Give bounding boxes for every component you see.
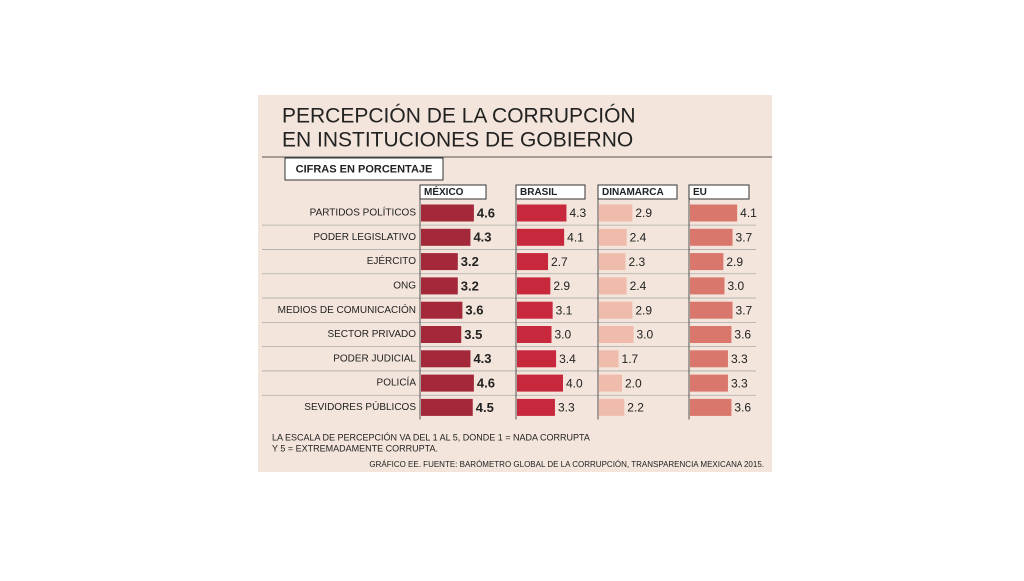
bar [421,350,471,368]
value-label: 2.7 [551,255,568,269]
value-label: 3.7 [736,303,753,317]
bar [690,277,725,295]
bar [517,253,549,271]
category-label: EJÉRCITO [367,254,416,267]
bar [421,374,474,392]
value-label: 2.3 [628,255,645,269]
value-label: 4.3 [473,351,491,366]
value-label: 4.1 [740,206,757,220]
bar [599,374,622,392]
value-label: 4.3 [569,206,586,220]
legend-label: EU [693,187,707,198]
bar [421,228,471,246]
chart-title: EN INSTITUCIONES DE GOBIERNO [282,129,633,152]
note: LA ESCALA DE PERCEPCIÓN VA DEL 1 AL 5, D… [272,432,590,442]
bar [690,398,732,416]
bar [599,301,633,319]
value-label: 3.6 [734,401,751,415]
bar [421,204,474,222]
value-label: 3.2 [461,254,479,269]
value-label: 2.9 [635,303,652,317]
bar [599,253,626,271]
subtitle: CIFRAS EN PORCENTAJE [296,163,433,175]
value-label: 2.2 [627,401,644,415]
value-label: 3.1 [556,303,573,317]
legend-label: DINAMARCA [602,187,664,198]
bar [517,228,565,246]
note: Y 5 = EXTREMADAMENTE CORRUPTA. [272,443,438,453]
bar [517,277,551,295]
bar [690,326,732,343]
bar [690,204,738,222]
value-label: 2.0 [625,376,642,390]
value-label: 2.9 [553,279,570,293]
legend-box [688,184,750,200]
value-label: 3.3 [731,352,748,366]
value-label: 4.3 [473,230,491,245]
value-label: 2.9 [726,255,743,269]
legend-label: MÉXICO [424,185,464,198]
category-label: POLICÍA [377,376,417,389]
value-label: 4.0 [566,376,583,390]
bar [517,350,557,368]
subtitle-box [284,157,444,181]
bar [599,398,625,416]
bar [517,204,567,222]
value-label: 3.0 [555,328,572,342]
bar [690,228,733,246]
bar [599,204,633,222]
bar [421,326,462,343]
value-label: 3.0 [637,328,654,342]
bar [517,326,552,343]
bar [517,398,555,416]
bar [421,253,458,271]
value-label: 4.6 [477,376,495,391]
bar [599,228,627,246]
value-label: 3.2 [461,278,479,293]
bar [421,301,463,319]
value-label: 3.4 [559,352,576,366]
value-label: 1.7 [622,352,639,366]
legend-box [515,184,586,200]
bar [517,374,563,392]
legend-label: BRASIL [520,187,557,198]
value-label: 4.6 [477,205,495,220]
bar [690,350,728,368]
value-label: 3.6 [734,328,751,342]
value-label: 3.7 [736,230,753,244]
legend-box [597,184,678,200]
value-label: 3.5 [464,327,482,342]
category-label: PARTIDOS POLÍTICOS [310,206,417,219]
value-label: 3.3 [731,376,748,390]
bar [421,398,473,416]
value-label: 2.4 [630,230,647,244]
bar [599,326,634,343]
category-label: MEDIOS DE COMUNICACIÓN [278,303,416,316]
value-label: 3.6 [465,303,483,318]
category-label: PODER JUDICIAL [333,353,416,364]
bar [599,350,619,368]
value-label: 3.0 [728,279,745,293]
category-label: PODER LEGISLATIVO [313,232,416,243]
bar [690,374,728,392]
value-label: 3.3 [558,401,575,415]
bar [599,277,627,295]
chart-title: PERCEPCIÓN DE LA CORRUPCIÓN [282,105,636,128]
bar [517,301,553,319]
value-label: 4.5 [476,400,494,415]
source: GRÁFICO EE. FUENTE: BARÓMETRO GLOBAL DE … [369,460,764,469]
value-label: 4.1 [567,230,584,244]
bar [690,253,724,271]
category-label: SECTOR PRIVADO [327,329,416,340]
bar [421,277,458,295]
category-label: ONG [393,281,416,292]
value-label: 2.4 [630,279,647,293]
legend-box [419,184,487,200]
category-label: SEVIDORES PÚBLICOS [304,400,416,413]
value-label: 2.9 [635,206,652,220]
bar [690,301,733,319]
